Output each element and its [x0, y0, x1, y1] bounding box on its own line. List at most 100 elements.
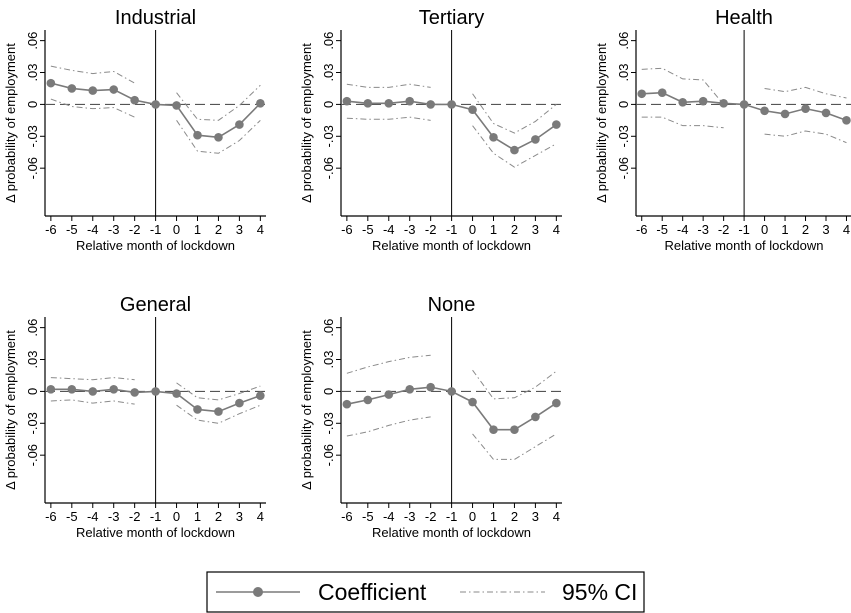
x-tick-label: -2 [718, 222, 730, 237]
coefficient-point [363, 99, 373, 108]
panel-industrial: Industrial .06 .03 0 -.03 -.06 Δ probability o… [3, 7, 266, 253]
coefficient-point [510, 425, 519, 434]
coefficient-point [842, 116, 851, 125]
coefficient-point [552, 120, 561, 129]
y-tick-label: 0 [25, 101, 40, 108]
x-tick-label: -6 [45, 509, 57, 524]
panel-health: Health .06 .03 0 -.03 -.06 Δ probability of em… [594, 7, 851, 253]
x-tick-label: 0 [761, 222, 768, 237]
coefficient-point [719, 99, 728, 108]
x-tick-label: -2 [425, 509, 437, 524]
coefficient-point [67, 384, 77, 394]
y-tick-label: .03 [25, 63, 40, 81]
y-tick-label: .06 [321, 319, 336, 337]
coefficient-point [214, 407, 223, 416]
ci-lower-post-line [176, 404, 261, 424]
coefficient-point [468, 105, 477, 115]
x-axis-label: Relative month of lockdown [665, 238, 824, 253]
coefficient-point [193, 130, 202, 140]
coefficient-point [780, 109, 790, 119]
ci-upper-pre-line [346, 354, 431, 374]
ci-lower-pre-line [346, 116, 431, 121]
legend-coefficient-marker [253, 587, 263, 597]
coefficient-point [46, 384, 56, 394]
coefficient-point [384, 390, 394, 399]
y-tick-label: .03 [25, 350, 40, 368]
ci-upper-post-line [764, 86, 847, 99]
ci-upper-post-line [472, 93, 557, 134]
x-tick-label: 0 [173, 222, 180, 237]
y-axis-label: Δ probability of employment [299, 330, 314, 490]
coefficient-point [384, 99, 394, 108]
x-tick-label: -1 [446, 509, 458, 524]
y-tick-label: -.03 [25, 412, 40, 434]
coefficient-point [468, 397, 477, 407]
panel-title: Industrial [115, 7, 196, 29]
x-tick-label: -2 [425, 222, 437, 237]
y-tick-label: 0 [321, 101, 336, 108]
coefficient-point [801, 104, 810, 113]
coefficient-point [342, 399, 352, 409]
y-tick-label: -.06 [25, 157, 40, 179]
coefficient-point [88, 387, 98, 396]
x-tick-label: 1 [490, 222, 497, 237]
x-tick-label: 0 [469, 509, 476, 524]
coefficient-point [130, 388, 139, 397]
coefficient-point [342, 96, 352, 106]
ci-upper-post-line [176, 84, 261, 121]
y-tick-label: .06 [616, 32, 631, 50]
coefficient-point [657, 88, 667, 98]
x-tick-label: 2 [511, 509, 518, 524]
coefficient-point [405, 384, 415, 394]
x-tick-label: -1 [446, 222, 458, 237]
x-tick-label: -4 [383, 509, 395, 524]
y-axis-label: Δ probability of employment [594, 43, 609, 203]
coefficient-point [760, 106, 769, 116]
coefficient-point [678, 97, 687, 107]
coefficient-point [363, 395, 373, 405]
ci-upper-pre-line [641, 67, 725, 105]
legend: Coefficient 95% CI [206, 571, 645, 613]
x-tick-label: -2 [129, 509, 141, 524]
y-tick-label: .06 [321, 32, 336, 50]
x-axis-label: Relative month of lockdown [76, 525, 235, 540]
coefficient-point [130, 95, 139, 105]
panel-title: Health [715, 7, 773, 29]
coefficient-point [67, 84, 77, 93]
x-tick-label: 2 [802, 222, 809, 237]
x-tick-label: 3 [822, 222, 829, 237]
y-tick-label: .03 [321, 350, 336, 368]
panel-tertiary: Tertiary .06 .03 0 -.03 -.06 Δ probability of … [299, 7, 562, 253]
coefficient-point [698, 96, 708, 106]
y-tick-label: -.03 [25, 125, 40, 147]
y-tick-label: -.06 [616, 157, 631, 179]
coefficient-point [447, 387, 456, 396]
y-tick-label: -.03 [616, 125, 631, 147]
legend-coefficient-label: Coefficient [318, 579, 427, 605]
ci-upper-pre-line [50, 377, 135, 381]
x-tick-label: -4 [87, 222, 99, 237]
coefficient-point [235, 398, 244, 408]
y-tick-label: -.06 [25, 444, 40, 466]
ci-lower-pre-line [50, 399, 135, 405]
ci-lower-post-line [472, 125, 557, 168]
panel-title: General [120, 294, 191, 316]
x-tick-label: -1 [150, 509, 162, 524]
x-tick-label: 3 [532, 509, 539, 524]
y-tick-label: -.06 [321, 157, 336, 179]
y-tick-label: 0 [25, 388, 40, 395]
x-tick-label: 3 [532, 222, 539, 237]
coefficient-point [172, 101, 181, 110]
x-tick-label: 2 [215, 509, 222, 524]
coefficient-point [193, 405, 202, 414]
x-tick-label: -4 [677, 222, 689, 237]
x-tick-label: -3 [108, 222, 120, 237]
x-tick-label: -2 [129, 222, 141, 237]
coefficient-point [637, 89, 647, 99]
coefficient-point [426, 100, 435, 109]
y-tick-label: -.06 [321, 444, 336, 466]
coefficient-point [531, 412, 540, 422]
x-tick-label: -6 [341, 222, 353, 237]
coefficient-point [552, 398, 561, 408]
